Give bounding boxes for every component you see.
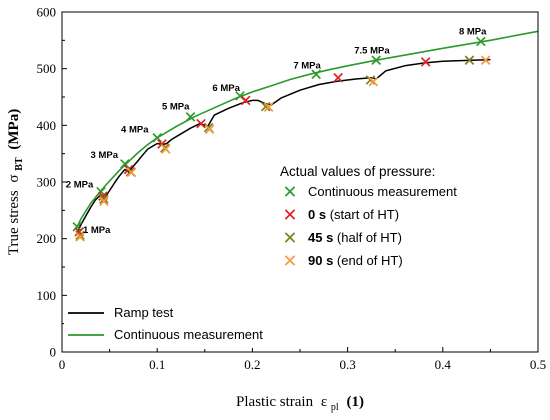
marker-point bbox=[126, 167, 137, 178]
legend-marker-label: 45 s (half of HT) bbox=[308, 230, 402, 245]
legend-marker-text: (half of HT) bbox=[333, 230, 402, 245]
legend-marker-prefix: 0 s bbox=[308, 207, 326, 222]
pressure-label: 2 MPa bbox=[66, 180, 94, 191]
marker-point bbox=[263, 102, 274, 113]
legend-marker-swatch bbox=[284, 186, 296, 197]
x-axis-title-text: Plastic strain bbox=[236, 394, 314, 410]
marker-point bbox=[260, 101, 271, 112]
marker-point bbox=[480, 55, 491, 65]
marker-point bbox=[160, 144, 171, 154]
pressure-label: 8 MPa bbox=[459, 27, 487, 38]
series-line-ramp-test bbox=[76, 58, 491, 234]
x-axis-title: Plastic strain ε pl (1) bbox=[236, 394, 364, 414]
legend-marker-swatch bbox=[284, 255, 296, 266]
y-axis-subscript: BT bbox=[14, 157, 25, 171]
marker-point bbox=[75, 232, 85, 242]
pressure-label: 1 MPa bbox=[83, 225, 111, 236]
legend-line-label: Continuous measurement bbox=[114, 327, 263, 342]
marker-point bbox=[204, 124, 215, 135]
legend-marker-prefix: 45 s bbox=[308, 230, 333, 245]
marker-point bbox=[464, 55, 475, 65]
marker-point bbox=[476, 36, 486, 47]
x-tick-label: 0 bbox=[59, 357, 66, 372]
marker-point bbox=[368, 76, 379, 87]
marker-point bbox=[75, 230, 85, 241]
marker-point bbox=[152, 132, 163, 143]
y-tick-label: 500 bbox=[37, 61, 57, 76]
x-tick-label: 0.1 bbox=[149, 357, 165, 372]
plot-frame bbox=[61, 11, 539, 353]
legend-marker-label: 90 s (end of HT) bbox=[308, 253, 403, 268]
y-tick-label: 400 bbox=[37, 118, 57, 133]
marker-point bbox=[420, 57, 431, 67]
marker-point bbox=[120, 159, 130, 169]
pressure-annotations: 1 MPa 2 MPa 3 MPa 4 MPa 5 MPa 6 MPa 7 MPa 7.5 M… bbox=[66, 27, 487, 236]
legend-lines: Ramp test Continuous measurement bbox=[64, 302, 314, 348]
pressure-label: 5 MPa bbox=[162, 101, 190, 112]
legend-marker-text: Continuous measurement bbox=[308, 184, 457, 199]
legend-marker-swatch bbox=[284, 232, 296, 243]
y-tick-label: 600 bbox=[37, 5, 57, 20]
x-tick-label: 0.4 bbox=[435, 357, 452, 372]
legend-lines-box bbox=[64, 302, 314, 348]
marker-point bbox=[99, 194, 109, 204]
x-axis-symbol: ε bbox=[321, 394, 327, 410]
legend-markers: Actual values of pressure: Continuous me… bbox=[280, 164, 457, 268]
x-axis-subscript: pl bbox=[331, 402, 339, 413]
pressure-label: 7 MPa bbox=[293, 61, 321, 72]
y-tick-label: 300 bbox=[37, 175, 57, 190]
legend-title: Actual values of pressure: bbox=[280, 164, 435, 179]
legend-marker-text: (end of HT) bbox=[333, 253, 402, 268]
legend-marker-swatch bbox=[284, 209, 296, 220]
marker-point bbox=[72, 221, 83, 232]
pressure-label: 6 MPa bbox=[212, 83, 240, 94]
pressure-label: 4 MPa bbox=[121, 125, 149, 136]
legend-marker-prefix: 90 s bbox=[308, 253, 333, 268]
y-tick-label: 200 bbox=[37, 231, 57, 246]
legend-marker-text: (start of HT) bbox=[326, 207, 399, 222]
marker-point bbox=[196, 118, 206, 129]
x-tick-labels: 0 0.1 0.2 0.3 0.4 0.5 bbox=[59, 357, 546, 372]
legend-marker-label: 0 s (start of HT) bbox=[308, 207, 399, 222]
y-axis-title-text: True stress bbox=[6, 190, 22, 255]
y-tick-label: 100 bbox=[37, 288, 57, 303]
series-markers bbox=[72, 36, 491, 242]
y-axis-title: True stress σ BT (MPa) bbox=[6, 109, 26, 255]
marker-point bbox=[333, 72, 343, 83]
x-axis-unit: (1) bbox=[346, 394, 364, 410]
y-tick-labels: 0 100 200 300 400 500 600 bbox=[37, 5, 57, 360]
marker-point bbox=[240, 95, 251, 106]
legend-marker-label: Continuous measurement bbox=[308, 184, 457, 199]
pressure-label: 7.5 MPa bbox=[354, 45, 390, 56]
x-tick-label: 0.3 bbox=[339, 357, 355, 372]
y-axis-symbol: σ bbox=[6, 174, 22, 182]
y-axis-unit: (MPa) bbox=[6, 109, 22, 150]
x-tick-label: 0.2 bbox=[244, 357, 260, 372]
legend-line-label: Ramp test bbox=[114, 305, 174, 320]
marker-point bbox=[99, 196, 109, 207]
pressure-label: 3 MPa bbox=[91, 150, 119, 161]
marker-point bbox=[311, 69, 321, 80]
marker-point bbox=[185, 112, 196, 122]
marker-point bbox=[371, 55, 381, 65]
y-tick-label: 0 bbox=[50, 345, 57, 360]
x-tick-label: 0.5 bbox=[530, 357, 546, 372]
